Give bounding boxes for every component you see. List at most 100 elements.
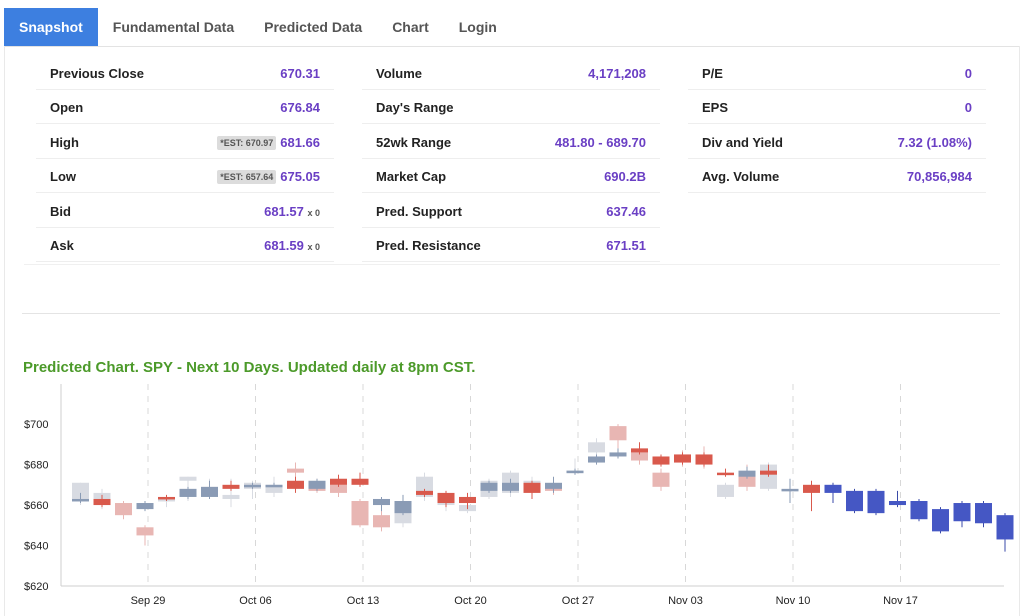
x-tick-label: Oct 13 bbox=[347, 595, 379, 607]
predicted-candle bbox=[631, 452, 648, 461]
stat-label: Open bbox=[50, 100, 84, 116]
forecast-candle bbox=[846, 490, 863, 512]
predicted-candle bbox=[351, 501, 369, 526]
stats-column-1: Previous Close 670.31 Open 676.84 High *… bbox=[36, 57, 334, 263]
stat-label: High bbox=[50, 134, 79, 150]
stat-row-high: High *EST: 670.97 681.66 bbox=[36, 126, 334, 159]
stat-row-days-range: Day's Range bbox=[362, 91, 660, 125]
predicted-candle bbox=[222, 494, 240, 499]
x-tick-label: Nov 10 bbox=[776, 595, 811, 607]
stat-label: Day's Range bbox=[376, 100, 454, 116]
estimate-badge: *EST: 670.97 bbox=[217, 135, 277, 150]
actual-candle bbox=[351, 478, 369, 485]
stat-row-open: Open 676.84 bbox=[36, 91, 334, 125]
bid-size: x 0 bbox=[307, 207, 320, 218]
stat-value: 681.57 bbox=[264, 203, 304, 219]
actual-candle bbox=[588, 456, 605, 463]
stat-value: 0 bbox=[964, 100, 972, 116]
actual-candle bbox=[222, 484, 240, 489]
predicted-candle bbox=[136, 527, 154, 536]
predicted-candle bbox=[265, 484, 283, 493]
stat-label: Pred. Support bbox=[376, 203, 462, 219]
actual-candle bbox=[136, 503, 154, 510]
stat-value: 675.05 bbox=[280, 169, 320, 185]
actual-candle bbox=[523, 482, 541, 493]
stat-value-wrap: *EST: 670.97 681.66 bbox=[217, 135, 320, 150]
stat-value: 0 bbox=[964, 66, 972, 81]
actual-candle bbox=[545, 482, 562, 489]
y-tick-label: $700 bbox=[24, 419, 48, 431]
stat-value: 70,856,984 bbox=[906, 169, 972, 185]
actual-candle bbox=[652, 456, 670, 465]
chart-title: Predicted Chart. SPY - Next 10 Days. Upd… bbox=[23, 359, 476, 376]
actual-candle bbox=[416, 490, 433, 495]
tab-predicted-data[interactable]: Predicted Data bbox=[264, 19, 363, 35]
actual-candle bbox=[717, 472, 734, 476]
stat-value: 671.51 bbox=[606, 237, 646, 253]
stat-value: 7.32 (1.08%) bbox=[897, 134, 972, 150]
forecast-candle bbox=[932, 509, 949, 532]
stat-label: Market Cap bbox=[376, 169, 447, 185]
actual-candle bbox=[287, 480, 304, 489]
stat-row-pred-resistance: Pred. Resistance 671.51 bbox=[362, 229, 660, 262]
stat-label: Ask bbox=[50, 237, 74, 253]
forecast-candle bbox=[824, 484, 842, 493]
tab-chart[interactable]: Chart bbox=[392, 19, 429, 35]
stat-value-wrap: 681.59 x 0 bbox=[264, 238, 320, 253]
stat-value-wrap: 681.57 x 0 bbox=[264, 204, 320, 219]
stat-row-bid: Bid 681.57 x 0 bbox=[36, 195, 334, 228]
tab-login[interactable]: Login bbox=[458, 19, 497, 35]
stat-row-previous-close: Previous Close 670.31 bbox=[36, 57, 334, 90]
stat-label: EPS bbox=[702, 100, 729, 116]
predicted-candle bbox=[588, 442, 605, 453]
stats-column-2: Volume 4,171,208 Day's Range 52wk Range … bbox=[362, 57, 660, 263]
actual-candle bbox=[760, 470, 777, 475]
y-tick-label: $660 bbox=[24, 500, 48, 512]
stat-row-pred-support: Pred. Support 637.46 bbox=[362, 195, 660, 228]
x-tick-label: Oct 20 bbox=[454, 595, 486, 607]
stat-row-pe: P/E 0 bbox=[688, 57, 986, 90]
x-tick-label: Nov 17 bbox=[883, 595, 918, 607]
actual-candle bbox=[631, 448, 648, 453]
actual-candle bbox=[566, 470, 584, 474]
stat-row-div-yield: Div and Yield 7.32 (1.08%) bbox=[688, 126, 986, 159]
actual-candle bbox=[394, 501, 412, 514]
stat-value: 637.46 bbox=[606, 203, 646, 219]
y-tick-label: $680 bbox=[24, 460, 48, 472]
snapshot-panel bbox=[4, 46, 1020, 616]
stat-row-market-cap: Market Cap 690.2B bbox=[362, 160, 660, 194]
forecast-candle bbox=[996, 515, 1014, 540]
x-tick-label: Nov 03 bbox=[668, 595, 703, 607]
y-tick-label: $640 bbox=[24, 541, 48, 553]
stat-value: 670.31 bbox=[280, 66, 320, 81]
stat-row-volume: Volume 4,171,208 bbox=[362, 57, 660, 90]
actual-candle bbox=[373, 498, 390, 506]
actual-candle bbox=[308, 480, 326, 489]
stat-row-52wk-range: 52wk Range 481.80 - 689.70 bbox=[362, 126, 660, 159]
stat-label: Previous Close bbox=[50, 66, 144, 81]
stat-value: 681.66 bbox=[280, 134, 320, 150]
actual-candle bbox=[738, 470, 756, 477]
actual-candle bbox=[781, 488, 799, 492]
tab-snapshot[interactable]: Snapshot bbox=[4, 8, 98, 46]
actual-candle bbox=[158, 496, 175, 500]
x-tick-label: Oct 27 bbox=[562, 595, 594, 607]
estimate-badge: *EST: 657.64 bbox=[217, 170, 277, 185]
tab-fundamental-data[interactable]: Fundamental Data bbox=[112, 19, 235, 35]
forecast-candle bbox=[910, 501, 928, 520]
predicted-candle bbox=[373, 515, 390, 528]
actual-candle bbox=[201, 486, 218, 497]
stat-label: Pred. Resistance bbox=[376, 237, 481, 253]
forecast-candle bbox=[867, 490, 885, 514]
predicted-candle bbox=[652, 472, 670, 487]
stat-label: Avg. Volume bbox=[702, 169, 780, 185]
stat-value: 4,171,208 bbox=[588, 66, 646, 81]
stat-value: 690.2B bbox=[604, 169, 646, 185]
predicted-candle bbox=[717, 484, 734, 497]
stat-value-wrap: *EST: 657.64 675.05 bbox=[217, 169, 320, 185]
predicted-candle bbox=[179, 476, 197, 481]
actual-candle bbox=[72, 498, 89, 502]
actual-candle bbox=[459, 496, 476, 504]
forecast-candle bbox=[953, 503, 971, 522]
forecast-candle bbox=[975, 503, 992, 524]
